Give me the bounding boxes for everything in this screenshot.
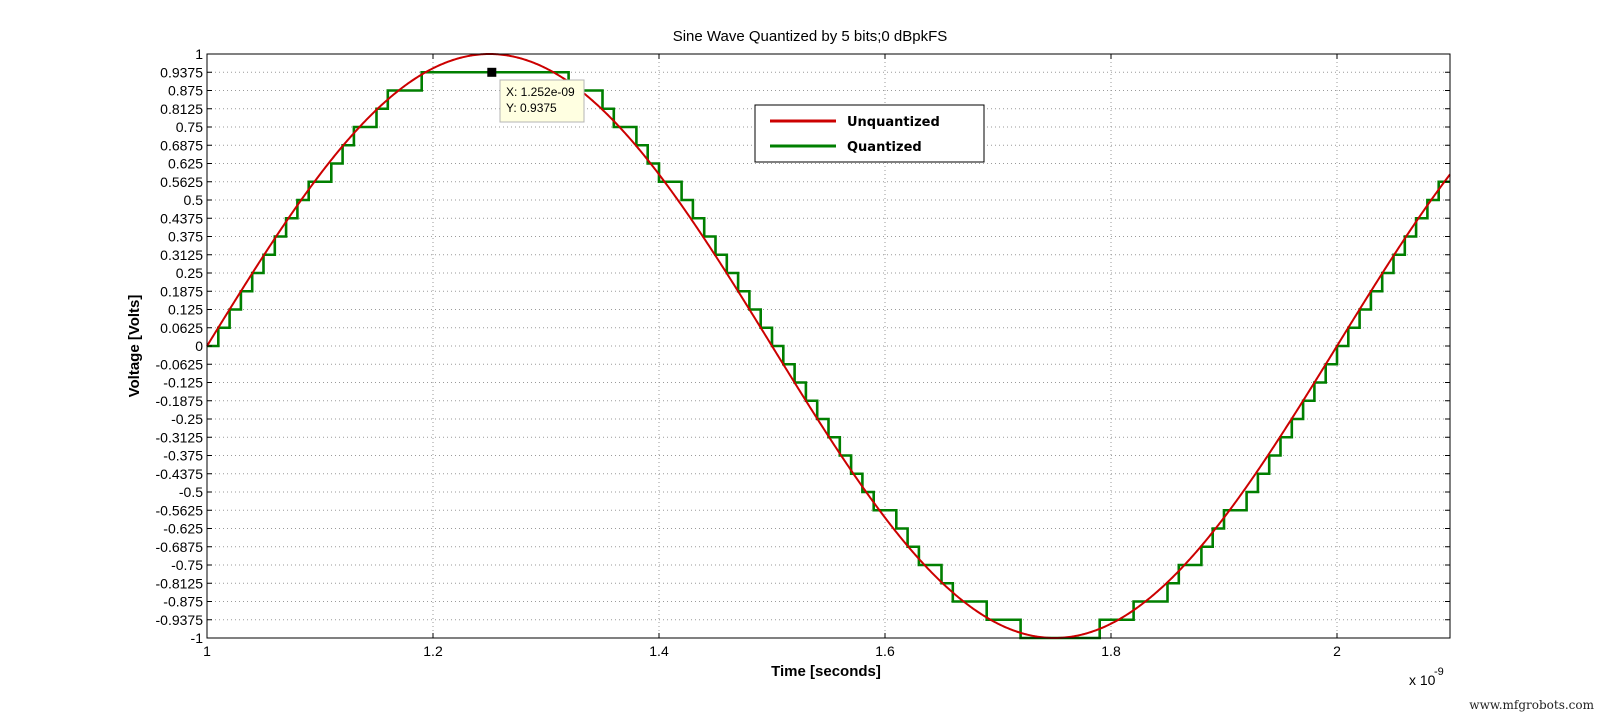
y-tick-label: 0 (195, 338, 203, 354)
y-tick-label: 0.75 (176, 119, 203, 135)
x-tick-label: 2 (1333, 643, 1341, 659)
y-tick-label: 0.125 (168, 302, 203, 318)
x-exponent-power: -9 (1434, 666, 1444, 678)
x-tick-label: 1 (203, 643, 211, 659)
y-tick-label: -0.875 (163, 594, 203, 610)
y-tick-label: 0.0625 (160, 320, 203, 336)
legend[interactable]: Unquantized Quantized (754, 104, 985, 163)
series-unquantized-line (206, 52, 1451, 640)
legend-label-quantized: Quantized (847, 140, 922, 155)
y-tick-label: -1 (191, 630, 204, 646)
y-tick-label: -0.4375 (156, 466, 204, 482)
y-tick-label: -0.1875 (156, 393, 204, 409)
y-tick-label: -0.75 (171, 557, 203, 573)
y-tick-label: 1 (195, 46, 203, 62)
y-tick-label: -0.6875 (156, 539, 204, 555)
legend-box (754, 104, 985, 163)
x-tick-label: 1.4 (649, 643, 669, 659)
y-tick-label: -0.5625 (156, 502, 204, 518)
y-axis-title: Voltage [Volts] (126, 295, 143, 398)
series-layer (206, 52, 1451, 640)
y-tick-label: 0.8125 (160, 101, 203, 117)
data-tip-marker[interactable] (487, 67, 497, 77)
y-tick-label: 0.25 (176, 265, 203, 281)
y-tick-label: 0.6875 (160, 137, 203, 153)
data-tip-y: Y: 0.9375 (506, 101, 557, 115)
watermark-text: www.mfgrobots.com (1469, 698, 1594, 712)
y-tick-label: -0.9375 (156, 612, 204, 628)
legend-label-unquantized: Unquantized (847, 115, 940, 130)
y-tick-label: 0.4375 (160, 210, 203, 226)
y-tick-label: 0.5 (184, 192, 204, 208)
y-tick-label: -0.5 (179, 484, 203, 500)
x-axis-title: Time [seconds] (771, 663, 881, 680)
y-tick-label: 0.625 (168, 156, 203, 172)
x-axis-exponent: x 10 -9 (1409, 666, 1444, 688)
data-tip-x: X: 1.252e-09 (506, 85, 575, 99)
x-exponent-base: x 10 (1409, 672, 1436, 688)
y-tick-label: -0.0625 (156, 356, 204, 372)
y-tick-label: -0.8125 (156, 575, 204, 591)
x-tick-label: 1.8 (1101, 643, 1121, 659)
y-tick-label: -0.3125 (156, 429, 204, 445)
y-tick-label: 0.3125 (160, 247, 203, 263)
y-tick-label: 0.9375 (160, 64, 203, 80)
y-tick-label: 0.375 (168, 229, 203, 245)
chart-title: Sine Wave Quantized by 5 bits;0 dBpkFS (673, 28, 948, 45)
y-tick-label: 0.875 (168, 83, 203, 99)
y-tick-label: 0.1875 (160, 283, 203, 299)
axis-ticks: 1 0.9375 0.875 0.8125 0.75 0.6875 0.625 0.5625 0… (156, 46, 1450, 659)
y-tick-label: -0.125 (163, 375, 203, 391)
series-quantized-line (207, 70, 1450, 640)
y-tick-label: -0.625 (163, 521, 203, 537)
data-tip[interactable]: X: 1.252e-09 Y: 0.9375 (487, 67, 585, 123)
x-tick-label: 1.2 (423, 643, 443, 659)
y-tick-label: -0.375 (163, 448, 203, 464)
data-tip-box (499, 79, 585, 123)
x-tick-label: 1.6 (875, 643, 895, 659)
y-tick-label: -0.25 (171, 411, 203, 427)
y-tick-label: 0.5625 (160, 174, 203, 190)
